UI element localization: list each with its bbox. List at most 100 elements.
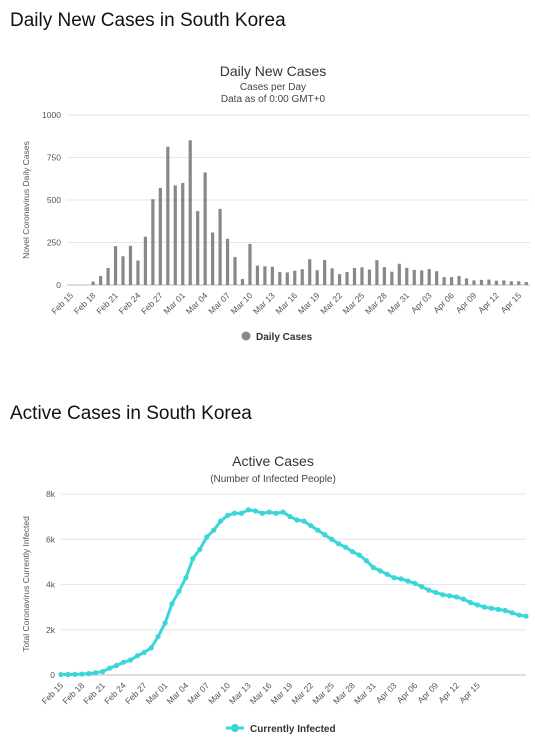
bar[interactable] [449,277,454,285]
data-point[interactable] [183,575,189,581]
data-point[interactable] [141,649,147,655]
data-point[interactable] [447,593,453,599]
data-point[interactable] [322,532,328,538]
data-point[interactable] [308,523,314,529]
data-point[interactable] [419,584,425,590]
data-point[interactable] [315,527,321,533]
bar[interactable] [113,246,118,285]
bar[interactable] [487,279,491,285]
bar[interactable] [509,281,513,285]
bar[interactable] [121,256,125,285]
data-point[interactable] [398,576,404,582]
data-point[interactable] [106,665,113,671]
data-point[interactable] [238,510,245,516]
bar[interactable] [367,269,372,285]
bar[interactable] [390,271,394,285]
data-point[interactable] [72,671,78,678]
data-point[interactable] [329,536,335,542]
bar[interactable] [323,260,327,285]
bar[interactable] [420,270,424,285]
data-point[interactable] [523,613,529,619]
data-point[interactable] [224,512,231,519]
bar[interactable] [240,279,245,285]
data-point[interactable] [440,592,446,598]
data-point[interactable] [474,602,481,608]
data-point[interactable] [100,669,106,675]
bar[interactable] [330,268,334,285]
data-point[interactable] [405,578,411,584]
data-point[interactable] [176,588,182,594]
bar[interactable] [248,243,252,285]
bar[interactable] [517,281,521,285]
bar[interactable] [151,199,155,285]
bar[interactable] [337,274,342,285]
data-point[interactable] [155,633,161,640]
bar[interactable] [196,211,200,285]
bar[interactable] [278,272,282,285]
bar[interactable] [397,263,401,285]
bar[interactable] [375,260,379,285]
bar[interactable] [270,266,274,285]
data-point[interactable] [377,568,383,574]
data-point[interactable] [280,509,286,515]
bar[interactable] [218,208,222,285]
bar[interactable] [412,269,416,285]
bar[interactable] [457,275,461,285]
data-point[interactable] [426,587,432,593]
data-point[interactable] [370,564,376,571]
bar[interactable] [315,270,319,285]
data-point[interactable] [336,541,342,547]
data-point[interactable] [363,558,369,564]
data-point[interactable] [453,594,460,600]
data-point[interactable] [384,571,390,577]
bar[interactable] [225,238,230,285]
data-point[interactable] [301,518,307,524]
bar[interactable] [293,270,297,285]
data-point[interactable] [58,671,64,678]
bar[interactable] [285,272,289,285]
bar[interactable] [106,268,110,285]
data-point[interactable] [86,671,92,677]
data-point[interactable] [148,645,154,651]
bar[interactable] [524,281,528,285]
bar[interactable] [203,172,207,285]
bar[interactable] [405,267,409,285]
bar[interactable] [427,269,431,285]
data-point[interactable] [502,607,508,614]
data-point[interactable] [266,509,272,515]
bar[interactable] [166,146,170,285]
bar[interactable] [502,280,506,285]
bar[interactable] [188,140,192,285]
bar[interactable] [263,266,267,285]
data-point[interactable] [433,589,439,596]
bar[interactable] [143,236,148,285]
data-point[interactable] [190,555,196,562]
data-point[interactable] [134,653,140,659]
bar[interactable] [158,187,162,285]
data-point[interactable] [467,600,474,606]
data-point[interactable] [509,610,515,616]
bar[interactable] [173,185,177,285]
bar[interactable] [181,183,185,285]
data-point[interactable] [162,620,168,626]
data-point[interactable] [169,601,175,607]
data-point[interactable] [356,552,363,558]
data-point[interactable] [252,508,258,514]
data-point[interactable] [218,518,224,524]
data-point[interactable] [391,575,397,581]
bar[interactable] [442,277,446,285]
data-point[interactable] [342,544,349,550]
bar[interactable] [300,269,304,285]
bar[interactable] [211,232,215,285]
bar[interactable] [345,272,349,285]
data-point[interactable] [349,549,356,555]
data-point[interactable] [120,659,127,665]
bar[interactable] [472,280,476,285]
bar[interactable] [382,267,386,285]
data-point[interactable] [113,662,120,669]
bar[interactable] [99,275,103,285]
data-point[interactable] [294,517,300,523]
bar[interactable] [494,280,498,285]
bar[interactable] [435,271,439,285]
data-point[interactable] [287,514,293,520]
